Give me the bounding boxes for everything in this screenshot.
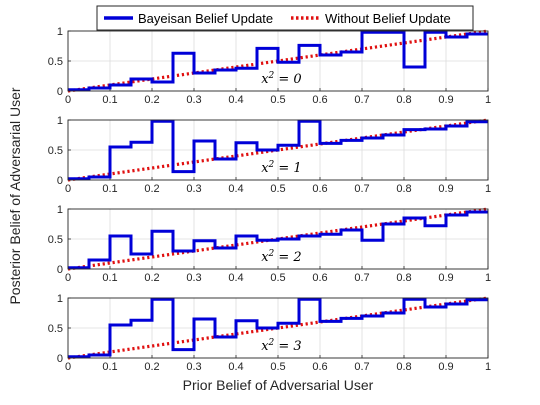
x-tick-label: 0.1 xyxy=(102,183,117,195)
x-tick-label: 0.6 xyxy=(312,361,327,373)
x-tick-label: 0.7 xyxy=(354,272,369,284)
x-axis-label: Prior Belief of Adversarial User xyxy=(183,377,374,393)
x-tick-label: 0.5 xyxy=(270,183,285,195)
y-axis-label: Posterior Belief of Adversarial User xyxy=(7,87,23,304)
x-tick-label: 0.1 xyxy=(102,361,117,373)
x-tick-label: 0.9 xyxy=(438,361,453,373)
x-tick-label: 0.3 xyxy=(186,361,201,373)
series-bayesian-belief-update xyxy=(68,30,488,92)
y-tick-label: 0 xyxy=(57,353,63,365)
legend-label-bayesian: Bayeisan Belief Update xyxy=(138,11,273,26)
x-tick-label: 0.4 xyxy=(228,361,243,373)
y-tick-label: 0 xyxy=(57,175,63,187)
subplot-4: 0 0.1 0.2 0.3 0.4 0.5 0.6 0.7 0.8 0.9 1 0 0.5 1 x2 = 3 xyxy=(48,293,491,373)
panel-annotation: x2 = 3 xyxy=(261,338,302,354)
x-tick-label: 0.8 xyxy=(396,361,411,373)
legend-box xyxy=(96,5,474,31)
x-tick-label: 0.4 xyxy=(228,272,243,284)
axes-box xyxy=(67,119,489,181)
y-tick-label: 1 xyxy=(57,26,63,38)
x-tick-label: 0.3 xyxy=(186,272,201,284)
y-tick-label: 1 xyxy=(57,293,63,305)
x-tick-label: 0 xyxy=(65,361,71,373)
x-tick-label: 0.1 xyxy=(102,272,117,284)
panel-annotation: x2 = 0 xyxy=(261,71,302,87)
x-tick-label: 0.2 xyxy=(144,361,159,373)
series-bayesian-belief-update xyxy=(68,210,488,270)
x-tick-label: 0.8 xyxy=(396,183,411,195)
x-tick-label: 0.5 xyxy=(270,272,285,284)
x-tick-label: 1 xyxy=(485,183,491,195)
x-tick-label: 0.4 xyxy=(228,183,243,195)
y-tick-label: 0.5 xyxy=(48,56,63,68)
subplot-2: 0 0.1 0.2 0.3 0.4 0.5 0.6 0.7 0.8 0.9 1 0 0.5 1 x2 = 1 xyxy=(48,115,491,195)
subplot-1: 0 0.1 0.2 0.3 0.4 0.5 0.6 0.7 0.8 0.9 1 0 0.5 1 x2 = 0 xyxy=(48,26,491,106)
panel-annotation: x2 = 2 xyxy=(261,249,302,265)
x-tick-label: 0.6 xyxy=(312,94,327,106)
x-tick-label: 0.7 xyxy=(354,94,369,106)
legend: Bayeisan Belief Update Without Belief Up… xyxy=(96,5,474,31)
y-tick-label: 0.5 xyxy=(48,145,63,157)
x-tick-label: 0 xyxy=(65,94,71,106)
x-tick-label: 0.2 xyxy=(144,272,159,284)
series-bayesian-belief-update xyxy=(68,297,488,359)
x-tick-label: 0.5 xyxy=(270,94,285,106)
x-tick-label: 1 xyxy=(485,272,491,284)
x-tick-label: 0.8 xyxy=(396,272,411,284)
x-tick-label: 0.4 xyxy=(228,94,243,106)
y-tick-label: 0 xyxy=(57,264,63,276)
x-tick-label: 0.3 xyxy=(186,183,201,195)
x-tick-label: 0.9 xyxy=(438,94,453,106)
x-tick-label: 0.7 xyxy=(354,183,369,195)
x-tick-label: 0 xyxy=(65,183,71,195)
y-tick-label: 1 xyxy=(57,204,63,216)
axes-box xyxy=(67,208,489,270)
x-tick-label: 0.1 xyxy=(102,94,117,106)
subplot-3: 0 0.1 0.2 0.3 0.4 0.5 0.6 0.7 0.8 0.9 1 0 0.5 1 x2 = 2 xyxy=(48,204,491,284)
x-tick-label: 0.6 xyxy=(312,272,327,284)
axes-box xyxy=(67,297,489,359)
panel-annotation: x2 = 1 xyxy=(261,160,302,176)
x-tick-label: 0.9 xyxy=(438,183,453,195)
x-tick-label: 0 xyxy=(65,272,71,284)
x-tick-label: 0.9 xyxy=(438,272,453,284)
y-tick-label: 1 xyxy=(57,115,63,127)
y-tick-label: 0.5 xyxy=(48,323,63,335)
x-tick-label: 0.2 xyxy=(144,183,159,195)
x-tick-label: 0.5 xyxy=(270,361,285,373)
legend-label-without: Without Belief Update xyxy=(325,11,451,26)
y-tick-label: 0.5 xyxy=(48,234,63,246)
x-tick-label: 1 xyxy=(485,94,491,106)
x-tick-label: 0.6 xyxy=(312,183,327,195)
x-tick-label: 0.2 xyxy=(144,94,159,106)
series-bayesian-belief-update xyxy=(68,119,488,181)
x-tick-label: 0.8 xyxy=(396,94,411,106)
x-tick-label: 1 xyxy=(485,361,491,373)
x-tick-label: 0.3 xyxy=(186,94,201,106)
x-tick-label: 0.7 xyxy=(354,361,369,373)
y-tick-label: 0 xyxy=(57,86,63,98)
axes-box xyxy=(67,30,489,92)
